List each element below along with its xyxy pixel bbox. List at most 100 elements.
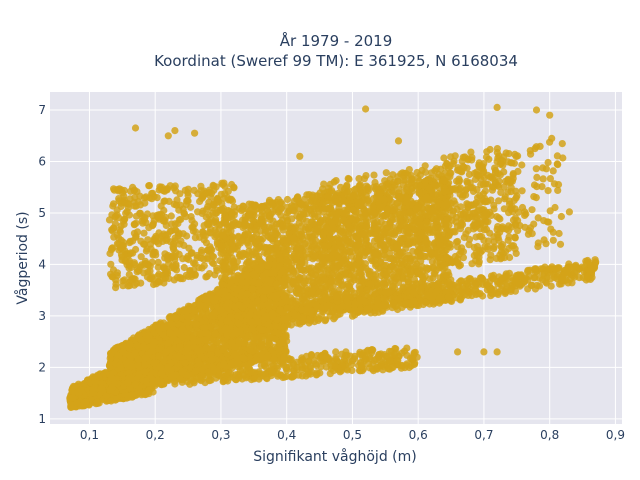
data-point: [315, 315, 323, 323]
data-point: [487, 272, 496, 280]
data-point: [128, 362, 136, 370]
data-point: [116, 364, 125, 372]
data-point: [134, 355, 143, 363]
data-point: [155, 352, 163, 360]
data-point: [250, 375, 258, 383]
data-point: [124, 379, 132, 387]
data-point: [131, 380, 139, 388]
data-point: [176, 343, 184, 351]
data-point: [196, 375, 204, 383]
data-point: [141, 368, 149, 376]
data-point: [164, 363, 172, 372]
data-point: [472, 281, 480, 289]
data-point: [392, 349, 400, 357]
data-point: [194, 357, 202, 365]
data-point: [223, 369, 231, 377]
data-point: [110, 346, 118, 354]
data-point: [547, 282, 555, 290]
data-point: [186, 380, 194, 388]
data-point: [224, 377, 232, 385]
data-point: [280, 354, 288, 362]
data-point: [241, 336, 249, 344]
data-point: [194, 314, 203, 322]
data-point: [193, 328, 201, 336]
data-point: [162, 348, 170, 356]
data-point: [283, 195, 292, 204]
data-point: [283, 363, 291, 372]
data-point: [533, 281, 541, 289]
data-point: [215, 372, 223, 380]
data-point: [389, 363, 397, 372]
data-point: [93, 398, 101, 406]
data-point: [459, 285, 467, 293]
data-point: [297, 357, 305, 365]
data-point: [356, 350, 364, 358]
data-point: [157, 379, 165, 387]
data-point: [67, 401, 75, 409]
data-point: [71, 383, 79, 391]
data-point: [331, 362, 339, 370]
data-point: [133, 341, 141, 350]
data-point: [530, 274, 538, 282]
data-point: [357, 362, 366, 370]
data-point: [172, 371, 180, 379]
data-point: [220, 361, 228, 369]
data-point: [397, 364, 405, 372]
data-point: [191, 307, 199, 315]
data-point: [108, 374, 116, 382]
data-point: [542, 266, 551, 274]
data-point: [126, 340, 134, 348]
data-point: [234, 363, 242, 371]
data-point: [207, 356, 215, 364]
data-point: [196, 301, 204, 309]
data-point: [474, 290, 482, 298]
data-point: [305, 357, 313, 365]
data-point: [167, 313, 175, 321]
data-point: [135, 332, 143, 341]
data-point: [455, 278, 463, 287]
data-point: [531, 266, 539, 274]
data-point: [482, 278, 490, 286]
data-point: [377, 361, 385, 369]
data-point: [290, 361, 298, 369]
data-points: [66, 103, 600, 411]
data-point: [568, 279, 576, 287]
data-point: [97, 384, 106, 392]
data-point: [141, 354, 149, 362]
data-point: [551, 265, 559, 274]
data-point: [258, 326, 266, 334]
data-point: [228, 339, 236, 347]
data-point: [77, 386, 85, 394]
data-point: [299, 364, 307, 372]
data-point: [133, 391, 141, 399]
data-point: [205, 377, 214, 385]
data-point: [210, 366, 218, 374]
data-point: [262, 374, 270, 382]
data-point: [248, 325, 256, 333]
data-point: [298, 372, 306, 380]
data-point: [513, 272, 522, 280]
chart-title-line-2: Koordinat (Sweref 99 TM): E 361925, N 61…: [154, 52, 518, 70]
data-point: [497, 286, 505, 294]
data-point: [368, 346, 376, 354]
data-point: [192, 367, 200, 375]
data-point: [184, 344, 192, 352]
data-point: [82, 398, 90, 406]
data-point: [210, 336, 218, 344]
data-point: [95, 373, 103, 381]
data-point: [139, 343, 148, 351]
data-point: [276, 340, 284, 348]
data-point: [232, 371, 240, 379]
data-point: [538, 276, 547, 284]
data-point: [570, 263, 578, 271]
data-point: [211, 330, 219, 338]
chart-title-line-1: År 1979 - 2019: [280, 31, 393, 50]
data-point: [157, 369, 166, 377]
data-point: [164, 339, 172, 347]
data-point: [242, 374, 250, 382]
data-point: [141, 361, 149, 369]
data-point: [274, 329, 283, 338]
data-point: [201, 329, 209, 337]
data-point: [393, 356, 401, 364]
data-point: [524, 267, 532, 276]
